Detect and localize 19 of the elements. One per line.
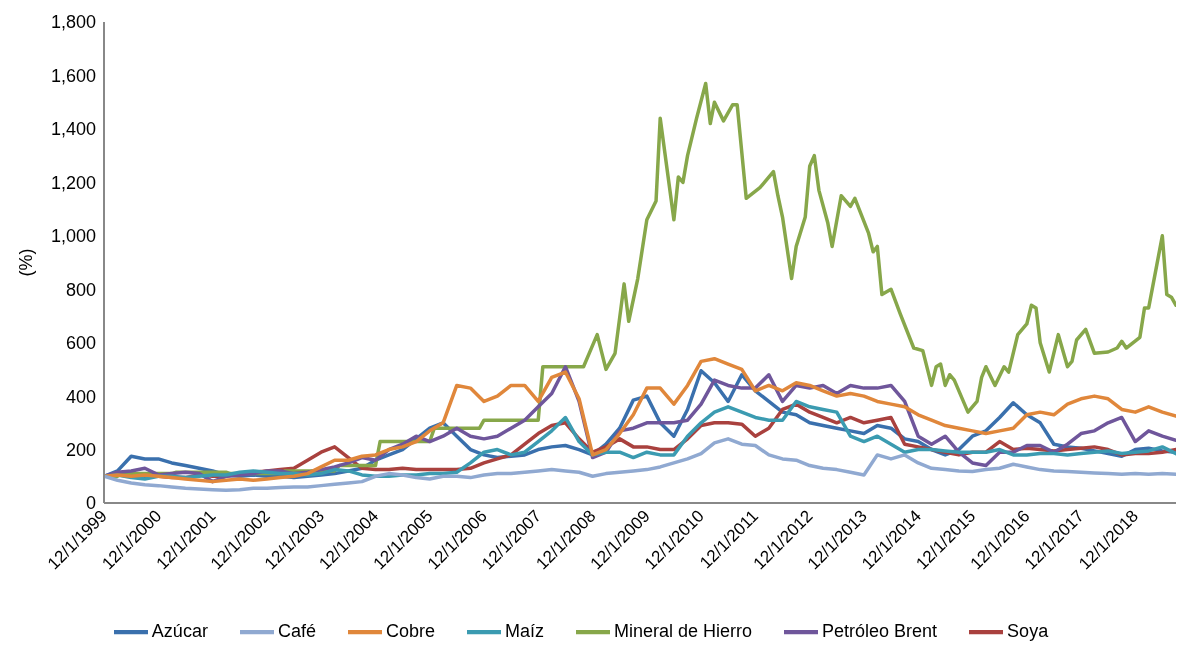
y-tick-label: 600 bbox=[65, 333, 96, 354]
y-tick-label: 200 bbox=[65, 439, 96, 460]
legend-label: Cobre bbox=[385, 620, 435, 641]
legend-label: Azúcar bbox=[151, 620, 208, 641]
legend-label: Petróleo Brent bbox=[822, 620, 938, 641]
legend-label: Mineral de Hierro bbox=[613, 620, 753, 641]
legend-label: Soya bbox=[1007, 620, 1049, 641]
y-tick-label: 1,400 bbox=[50, 119, 96, 140]
y-axis-title: (%) bbox=[16, 248, 37, 277]
y-tick-label: 1,800 bbox=[50, 12, 96, 33]
legend-label: Maíz bbox=[504, 620, 544, 641]
y-tick-label: 800 bbox=[65, 279, 96, 300]
y-tick-label: 1,200 bbox=[50, 172, 96, 193]
y-tick-label: 400 bbox=[65, 386, 96, 407]
legend-label: Café bbox=[277, 620, 316, 641]
y-tick-label: 1,600 bbox=[50, 65, 96, 86]
y-tick-label: 1,000 bbox=[50, 226, 96, 247]
y-tick-label: 0 bbox=[85, 493, 96, 514]
line-series bbox=[104, 437, 1176, 492]
